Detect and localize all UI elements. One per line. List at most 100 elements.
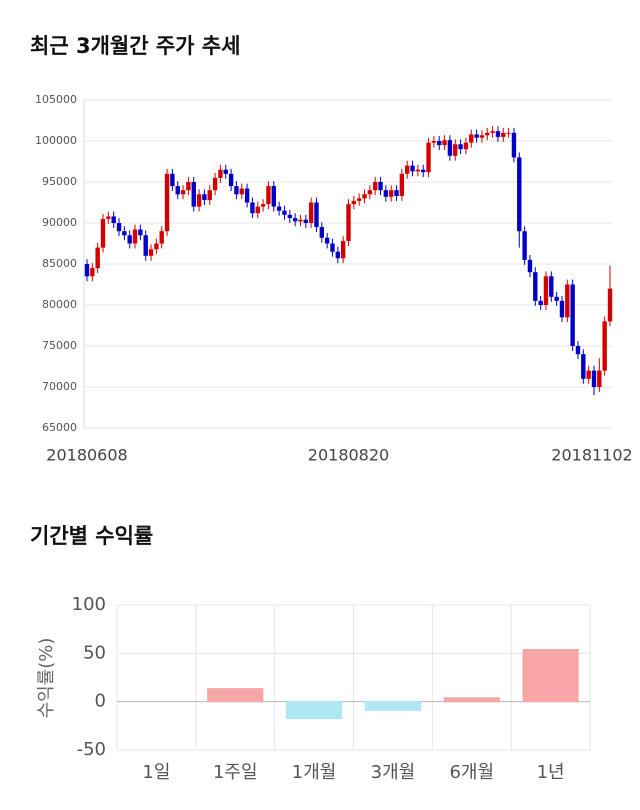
candle-body [244, 188, 250, 203]
candle-body [495, 131, 501, 137]
candle-body [399, 173, 405, 196]
candle-body [330, 243, 335, 252]
x-tick-label: 20180608 [46, 446, 127, 465]
bar [285, 701, 343, 720]
candle-body [223, 169, 228, 174]
candle-body [308, 202, 314, 223]
candle-body [90, 268, 95, 277]
candle-body [527, 259, 533, 273]
candle-body [543, 276, 549, 305]
candle-body [437, 141, 442, 146]
candle-body [351, 200, 357, 205]
candle-body [84, 264, 90, 277]
candle-body [565, 284, 570, 318]
candle-body [234, 186, 239, 195]
candle-body [586, 370, 591, 379]
candle-body [597, 370, 602, 387]
candle-body [591, 370, 597, 387]
candle-body [319, 227, 325, 238]
candle-body [207, 190, 212, 201]
candle-body [202, 194, 207, 201]
candle-body [490, 131, 495, 133]
x-tick-label: 1주일 [213, 762, 258, 783]
candle-body [410, 165, 415, 172]
chart-title: 기간별 수익률 [30, 524, 153, 548]
candle-body [324, 237, 330, 244]
candle-body [298, 219, 303, 222]
candle-body [282, 210, 287, 215]
y-tick-label: 75000 [42, 339, 77, 352]
candle-body [533, 272, 538, 301]
candle-body [405, 165, 410, 174]
y-axis-label: 수익률(%) [36, 638, 57, 719]
candle-body [196, 194, 202, 207]
candle-body [287, 214, 292, 219]
bar [522, 648, 579, 703]
candle-body [378, 182, 383, 191]
candle-body [522, 231, 527, 260]
candle-body [469, 134, 474, 143]
candle-body [362, 194, 367, 199]
candle-body [458, 144, 463, 150]
candle-body [180, 190, 186, 195]
candle-body [292, 218, 298, 222]
candle-body [266, 186, 271, 205]
candle-body [170, 173, 175, 187]
candle-body [415, 169, 421, 172]
candle-body [148, 249, 154, 256]
candle-body [255, 206, 260, 214]
candle-body [501, 132, 506, 137]
candle-body [260, 204, 266, 207]
y-tick-label: 90000 [42, 216, 77, 229]
candle-body [239, 188, 244, 195]
candle-body [138, 229, 143, 236]
candle-body [421, 169, 426, 173]
x-tick-label: 1개월 [292, 762, 337, 783]
x-tick-label: 20180820 [308, 446, 389, 465]
candle-body [314, 202, 319, 228]
candle-body [340, 241, 346, 259]
candle-body [154, 243, 159, 250]
candle-body [453, 144, 458, 156]
candle-body [442, 140, 447, 146]
y-tick-label: 70000 [42, 380, 77, 393]
candle-body [356, 198, 362, 201]
candle-body [549, 276, 554, 297]
x-tick-label: 20181102 [551, 446, 632, 465]
bar [364, 701, 422, 711]
candle-body [447, 140, 453, 156]
candle-body [517, 157, 522, 232]
candle-body [607, 288, 613, 322]
y-tick-label: 80000 [42, 298, 77, 311]
candle-body [506, 132, 511, 134]
candle-body [132, 229, 138, 244]
y-tick-label: 85000 [42, 257, 77, 270]
candle-body [554, 296, 559, 301]
y-tick-label: 0 [95, 691, 106, 712]
candle-body [100, 218, 106, 248]
y-tick-label: 65000 [42, 421, 77, 434]
candle-body [276, 206, 282, 211]
bar [207, 688, 264, 703]
candle-body [383, 190, 389, 197]
candle-body [111, 216, 116, 223]
candle-body [367, 190, 373, 195]
x-tick-label: 1일 [142, 762, 170, 783]
candle-body [218, 169, 223, 178]
candle-body [212, 177, 218, 191]
bar [443, 697, 500, 703]
candle-body [474, 134, 479, 138]
y-tick-label: 100 [72, 594, 106, 615]
candle-body [559, 300, 565, 318]
candle-body [372, 182, 378, 191]
candle-body [143, 235, 148, 256]
candle-body [250, 202, 255, 214]
candle-body [271, 186, 276, 207]
candle-body [228, 173, 234, 187]
candle-body [186, 182, 191, 191]
y-tick-label: 100000 [35, 134, 77, 147]
candle-body [95, 247, 100, 269]
candle-body [335, 251, 341, 259]
candle-body [485, 132, 490, 136]
candle-body [175, 186, 180, 195]
